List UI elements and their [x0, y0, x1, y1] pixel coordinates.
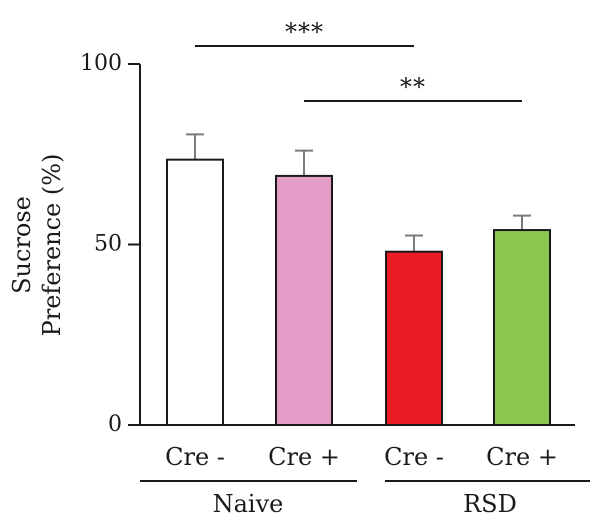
x-category-label-0: Cre - — [165, 443, 225, 471]
bar-2 — [385, 250, 443, 426]
bar-rsd-cre-minus — [385, 234, 443, 426]
bar-3 — [493, 229, 551, 426]
x-category-label-2: Cre - — [384, 443, 444, 471]
y-tick-label-0: 0 — [108, 412, 122, 437]
x-category-label-3: Cre + — [486, 443, 558, 471]
bar-naive-cre-minus — [166, 133, 224, 426]
bar-series — [166, 133, 551, 426]
y-tick-label-2: 100 — [80, 51, 122, 76]
bar-1 — [275, 174, 333, 426]
y-ticks: 0 50 100 — [80, 51, 140, 437]
bar-naive-cre-plus — [275, 149, 333, 426]
y-tick-label-1: 50 — [94, 232, 122, 257]
y-axis-label-line-1: Sucrose — [8, 196, 36, 294]
group-label-naive: Naive — [213, 490, 284, 518]
y-axis-label-line-2: Preference (%) — [38, 154, 66, 337]
bar-0 — [166, 158, 224, 426]
significance-label-1: ** — [400, 73, 426, 101]
bar-rsd-cre-plus — [493, 214, 551, 426]
group-label-rsd: RSD — [463, 490, 517, 518]
significance-label-0: *** — [285, 18, 324, 46]
x-category-label-1: Cre + — [268, 443, 340, 471]
